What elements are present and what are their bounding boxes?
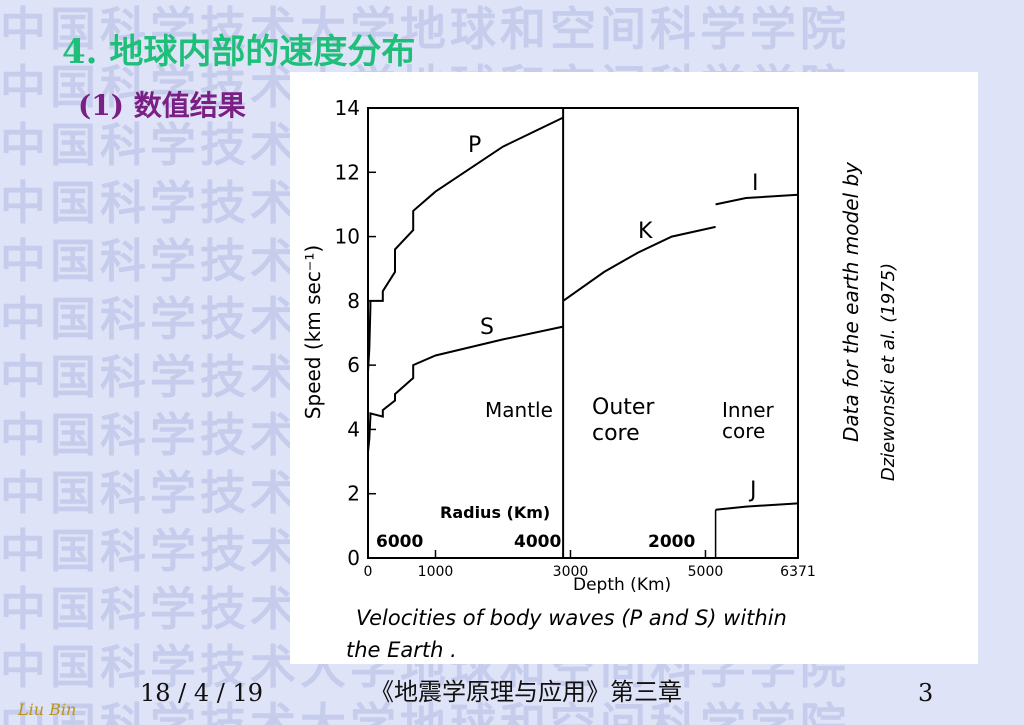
velocity-chart: 0 2 4 6 8 10 12 14 0 1000 3000 5000 6371 Speed (km … — [301, 96, 899, 662]
region-outer-core-1: Outer — [592, 395, 655, 420]
caption-line-2: the Earth . — [346, 638, 457, 662]
radius-tick-4000: 4000 — [514, 532, 561, 552]
velocity-curves — [367, 116, 799, 511]
page-number: 3 — [918, 679, 934, 707]
caption-line-1: Velocities of body waves (P and S) withi… — [356, 606, 787, 630]
watermark-row: 中国科学技术大学地球和空间科学学院 — [0, 2, 850, 56]
velocity-figure: 0 2 4 6 8 10 12 14 0 1000 3000 5000 6371 Speed (km … — [290, 72, 978, 664]
depth-label: Depth (Km) — [573, 575, 671, 595]
curve-label-p: P — [468, 133, 481, 158]
plot-frame — [367, 107, 799, 559]
radius-label: Radius (Km) — [440, 503, 550, 522]
side-note-1: Data for the earth model by — [839, 161, 863, 442]
curve-label-k: K — [638, 219, 653, 244]
curve-label-s: S — [480, 315, 494, 340]
footer-course: 《地震学原理与应用》第三章 — [370, 678, 682, 706]
series-j-line — [715, 502, 799, 511]
x-tick-label: 6371 — [780, 564, 816, 580]
radius-tick-6000: 6000 — [376, 532, 423, 552]
region-inner-core-1: Inner — [722, 398, 775, 422]
y-tick-label: 0 — [347, 546, 360, 570]
series-k-line — [562, 225, 716, 302]
series-i-line — [715, 193, 799, 206]
watermark-row: 中国科学技术大学地球和空间科学学院 — [0, 698, 850, 725]
y-tick-label: 8 — [347, 289, 360, 313]
curve-label-j: J — [748, 478, 757, 503]
y-axis-label: Speed (km sec⁻¹) — [301, 245, 325, 419]
footer-date: 18 / 4 / 19 — [140, 679, 264, 707]
x-tick-label: 1000 — [418, 564, 454, 580]
series-p-line — [367, 116, 564, 372]
region-outer-core-2: core — [592, 421, 640, 446]
x-axis-ticks: 0 1000 3000 5000 6371 — [364, 550, 816, 580]
radius-tick-2000: 2000 — [648, 532, 695, 552]
slide-title: 4. 地球内部的速度分布 — [62, 32, 416, 72]
slide-subtitle: (1) 数值结果 — [78, 89, 246, 122]
y-tick-label: 2 — [347, 482, 360, 506]
region-inner-core-2: core — [722, 419, 765, 443]
curve-label-i: I — [752, 171, 759, 196]
y-tick-label: 14 — [335, 96, 360, 120]
y-tick-label: 12 — [335, 160, 360, 184]
x-tick-label: 5000 — [688, 564, 724, 580]
y-tick-label: 10 — [335, 225, 360, 249]
x-tick-label: 3000 — [553, 564, 589, 580]
y-axis-ticks: 0 2 4 6 8 10 12 14 — [335, 96, 376, 570]
x-tick-label: 0 — [364, 564, 373, 580]
y-tick-label: 4 — [347, 417, 360, 441]
side-note-2: Dziewonski et al. (1975) — [878, 263, 899, 481]
series-s-line — [367, 325, 564, 453]
region-mantle: Mantle — [485, 398, 553, 422]
author-signature: Liu Bin — [18, 700, 77, 719]
y-tick-label: 6 — [347, 353, 360, 377]
